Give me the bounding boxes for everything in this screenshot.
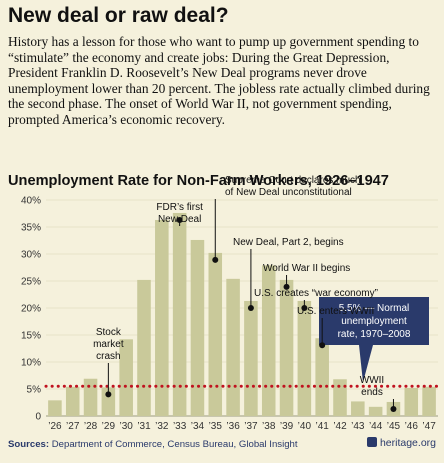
bar-39 (279, 279, 294, 416)
bar-36 (226, 278, 240, 416)
annotation-label: World War II begins (263, 263, 350, 274)
bar-30 (119, 339, 133, 416)
annotation-dot (176, 216, 183, 223)
bar-34 (190, 239, 205, 416)
x-tick-label: ’37 (244, 421, 258, 432)
annotation-dot (283, 283, 290, 290)
annotation-label: of New Deal unconstitutional (225, 187, 352, 198)
x-tick-label: ’30 (120, 421, 134, 432)
source-label: Sources: (8, 439, 50, 450)
x-tick-label: ’36 (226, 421, 240, 432)
normal-rate-callout (319, 297, 429, 345)
bar-37 (244, 300, 258, 416)
normal-rate-label: unemployment (341, 316, 407, 327)
x-tick-label: ’42 (333, 421, 347, 432)
annotation-label: crash (96, 351, 120, 362)
bar-43 (351, 401, 365, 416)
bar-35 (208, 252, 223, 416)
annotation-label: WWII (360, 375, 384, 386)
bar-33 (172, 212, 187, 416)
x-tick-label: ’35 (209, 421, 223, 432)
x-tick-label: ’28 (84, 421, 98, 432)
x-tick-label: ’32 (155, 421, 169, 432)
annotation-dot (301, 304, 308, 311)
bar-28 (83, 378, 98, 416)
annotation-dot (105, 391, 112, 398)
annotation-dot (247, 304, 254, 311)
x-tick-label: ’26 (48, 421, 62, 432)
headline: New deal or raw deal? (8, 4, 229, 27)
x-tick-label: ’39 (280, 421, 294, 432)
logo-mark-icon (366, 437, 377, 447)
annotation-label: ends (361, 387, 383, 398)
y-tick-label: 35% (21, 223, 41, 234)
x-tick-label: ’27 (66, 421, 80, 432)
source-line: Sources: Department of Commerce, Census … (8, 439, 298, 450)
x-tick-label: ’46 (405, 421, 419, 432)
bar-31 (137, 279, 151, 416)
bar-29 (101, 387, 116, 416)
normal-rate-label: 5.5% — Normal (339, 303, 410, 314)
bar-47 (422, 386, 436, 416)
y-tick-label: 20% (21, 304, 41, 315)
y-tick-label: 5% (27, 385, 42, 396)
annotation-dot (390, 405, 397, 412)
annotation-label: FDR’s first (156, 202, 203, 213)
x-tick-label: ’40 (298, 421, 312, 432)
annotation-label: Supreme Court declares much (225, 175, 361, 186)
x-tick-label: ’34 (191, 421, 205, 432)
bar-41 (315, 338, 329, 416)
annotation-label: market (93, 339, 124, 350)
bar-27 (65, 386, 80, 416)
x-tick-label: ’43 (351, 421, 365, 432)
x-tick-label: ’31 (137, 421, 151, 432)
bar-40 (297, 300, 312, 416)
annotation-label: U.S. enters WWII (297, 306, 374, 317)
x-tick-label: ’47 (422, 421, 436, 432)
annotation-dot (319, 342, 326, 349)
y-tick-label: 0 (35, 412, 41, 423)
bar-44 (368, 406, 383, 416)
x-tick-label: ’44 (369, 421, 383, 432)
bar-38 (261, 265, 276, 416)
source-text: Department of Commerce, Census Bureau, G… (51, 439, 298, 450)
logo-text: heritage.org (379, 437, 436, 449)
chart-title: Unemployment Rate for Non-Farm Workers, … (8, 173, 389, 189)
intro-paragraph: History has a lesson for those who want … (8, 34, 430, 127)
bar-42 (333, 379, 347, 416)
annotation-label: Stock (96, 327, 122, 338)
y-tick-label: 25% (21, 277, 41, 288)
normal-rate-label: rate, 1970–2008 (338, 329, 411, 340)
x-tick-label: ’33 (173, 421, 187, 432)
bar-32 (155, 219, 169, 416)
x-tick-label: ’29 (102, 421, 116, 432)
x-tick-label: ’38 (262, 421, 276, 432)
y-tick-label: 30% (21, 250, 41, 261)
annotation-dot (212, 256, 219, 263)
bar-46 (404, 387, 419, 416)
x-tick-label: ’41 (316, 421, 330, 432)
y-tick-label: 40% (21, 196, 41, 207)
annotation-label: New Deal, Part 2, begins (233, 237, 344, 248)
y-tick-label: 15% (21, 331, 41, 342)
bar-26 (48, 400, 62, 416)
callout-pointer (359, 345, 373, 383)
annotation-label: U.S. creates “war economy” (254, 288, 378, 299)
y-tick-label: 10% (21, 358, 41, 369)
x-tick-label: ’45 (387, 421, 401, 432)
heritage-logo[interactable]: heritage.org (366, 437, 436, 449)
